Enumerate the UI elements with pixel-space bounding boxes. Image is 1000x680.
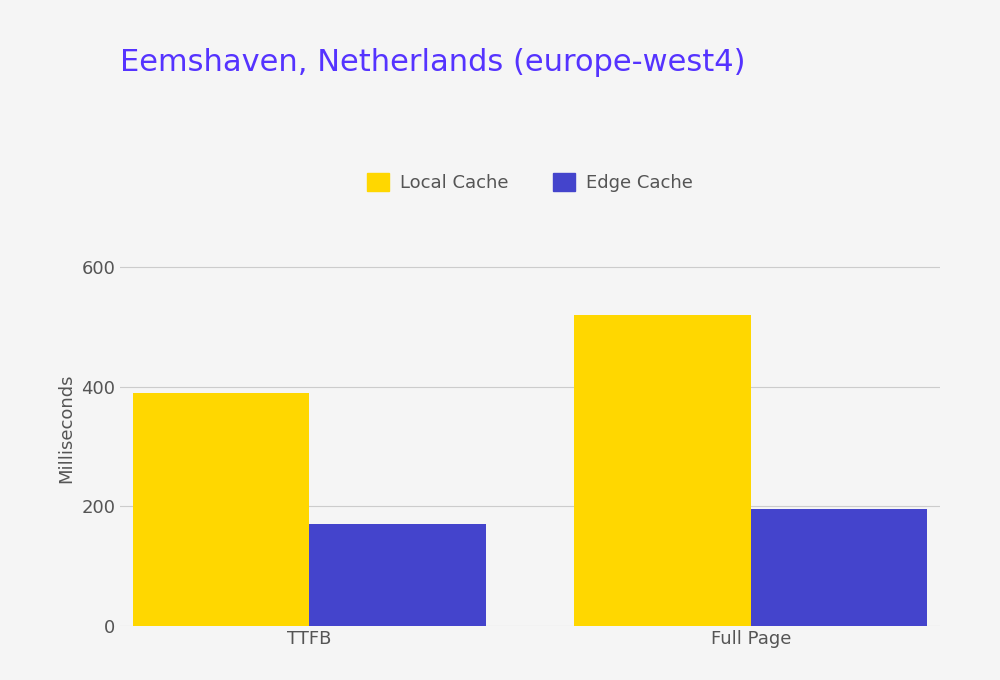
Bar	[133, 392, 309, 626]
Text: Eemshaven, Netherlands (europe-west4): Eemshaven, Netherlands (europe-west4)	[120, 48, 746, 77]
Bar	[751, 509, 927, 626]
Bar	[309, 524, 486, 626]
Bar	[574, 315, 751, 626]
Legend: Local Cache, Edge Cache: Local Cache, Edge Cache	[360, 165, 700, 199]
Y-axis label: Milliseconds: Milliseconds	[58, 373, 76, 483]
